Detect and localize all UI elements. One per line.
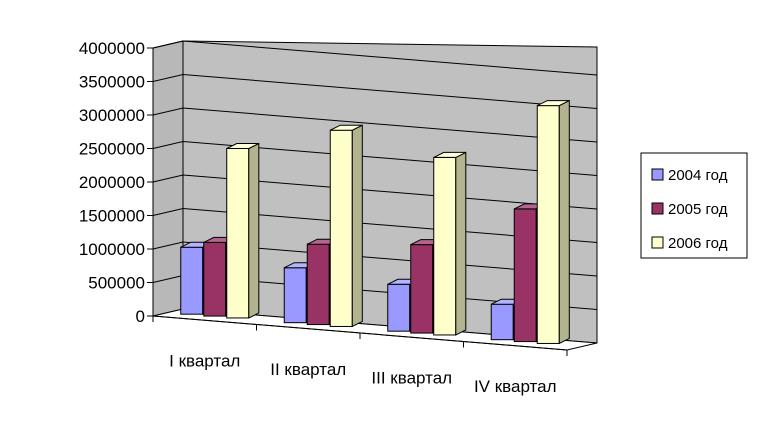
bar <box>329 124 363 328</box>
legend-label: 2005 год <box>668 201 728 218</box>
y-tick-label: 2000000 <box>79 173 145 192</box>
x-tick-label: I квартал <box>169 351 240 370</box>
bar-front <box>306 243 330 326</box>
legend-label: 2004 год <box>668 167 728 184</box>
y-tick-label: 1500000 <box>79 207 145 226</box>
gridline <box>152 73 598 109</box>
gridline <box>152 40 598 76</box>
bar <box>536 99 570 345</box>
bar-front <box>226 147 250 319</box>
bar-top <box>330 124 363 131</box>
bars <box>180 99 570 345</box>
legend-item: 2005 год <box>651 201 728 218</box>
bar-front <box>387 283 411 332</box>
bar-front <box>283 267 307 324</box>
legend-item: 2004 год <box>651 167 728 184</box>
legend-swatch <box>651 236 664 249</box>
bar-front <box>329 129 353 327</box>
y-tick-label: 4000000 <box>79 39 145 58</box>
x-axis-labels: I квартал II квартал III квартал IV квартал <box>152 315 568 396</box>
x-tick-label: III квартал <box>371 368 452 387</box>
legend: 2004 год 2005 год 2006 год <box>640 152 748 259</box>
legend-swatch <box>651 168 664 181</box>
bar-front <box>433 156 457 336</box>
legend-item: 2006 год <box>651 235 728 252</box>
y-tick-label: 3500000 <box>79 73 145 92</box>
x-tick-label: II квартал <box>270 360 346 379</box>
y-tick-label: 2500000 <box>79 140 145 159</box>
bar-front <box>203 241 227 317</box>
bar-side <box>558 99 570 345</box>
bar-side <box>248 142 260 319</box>
bar-side <box>455 151 467 336</box>
bar <box>226 142 260 319</box>
y-tick-label: 500000 <box>88 274 145 293</box>
bar-front <box>513 208 537 343</box>
bar-front <box>536 105 560 344</box>
bar-side <box>351 124 363 328</box>
y-tick-label: 3000000 <box>79 106 145 125</box>
bar-top <box>226 143 260 149</box>
bar-front <box>490 303 514 341</box>
x-tick-label: IV квартал <box>474 377 557 396</box>
y-tick-label: 1000000 <box>79 240 145 259</box>
bar-front <box>180 246 204 315</box>
bar-top <box>537 100 570 107</box>
bar <box>433 151 467 336</box>
legend-label: 2006 год <box>668 235 728 252</box>
bar-front <box>410 244 434 334</box>
y-tick-label: 0 <box>136 307 145 326</box>
gridline <box>152 107 598 143</box>
y-axis-ticks: 0 500000 1000000 1500000 2000000 2500000 30000… <box>79 39 154 326</box>
bar-top <box>433 151 467 158</box>
legend-swatch <box>651 202 664 215</box>
